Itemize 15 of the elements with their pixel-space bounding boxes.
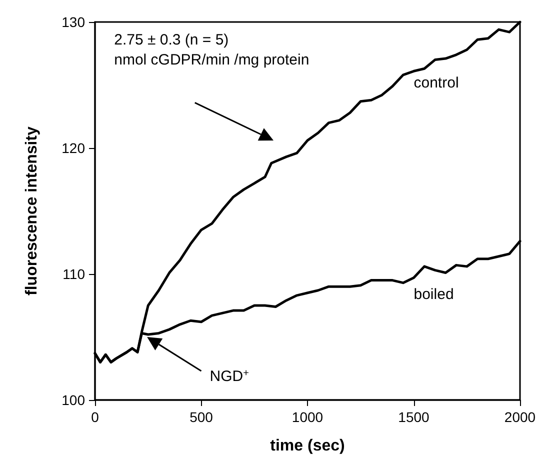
y-axis-title: fluorescence intensity — [24, 126, 40, 296]
annotation: 2.75 ± 0.3 (n = 5) nmol cGDPR/min /mg protein — [114, 32, 310, 69]
y-tick-label: 100 — [62, 392, 86, 408]
x-tick-label: 1500 — [398, 409, 430, 425]
x-tick-label: 2000 — [504, 409, 536, 425]
series-label: boiled — [414, 286, 454, 304]
x-tick-label: 0 — [91, 409, 100, 425]
x-axis-title: time (sec) — [270, 438, 345, 454]
x-tick-label: 500 — [190, 409, 214, 425]
y-tick-label: 130 — [62, 14, 86, 30]
y-tick-label: 110 — [62, 266, 86, 282]
annotation: NGD$^{+}$ — [210, 368, 250, 386]
series-label: control — [414, 74, 459, 92]
y-tick-label: 120 — [62, 140, 86, 156]
x-tick-label: 1000 — [292, 409, 324, 425]
